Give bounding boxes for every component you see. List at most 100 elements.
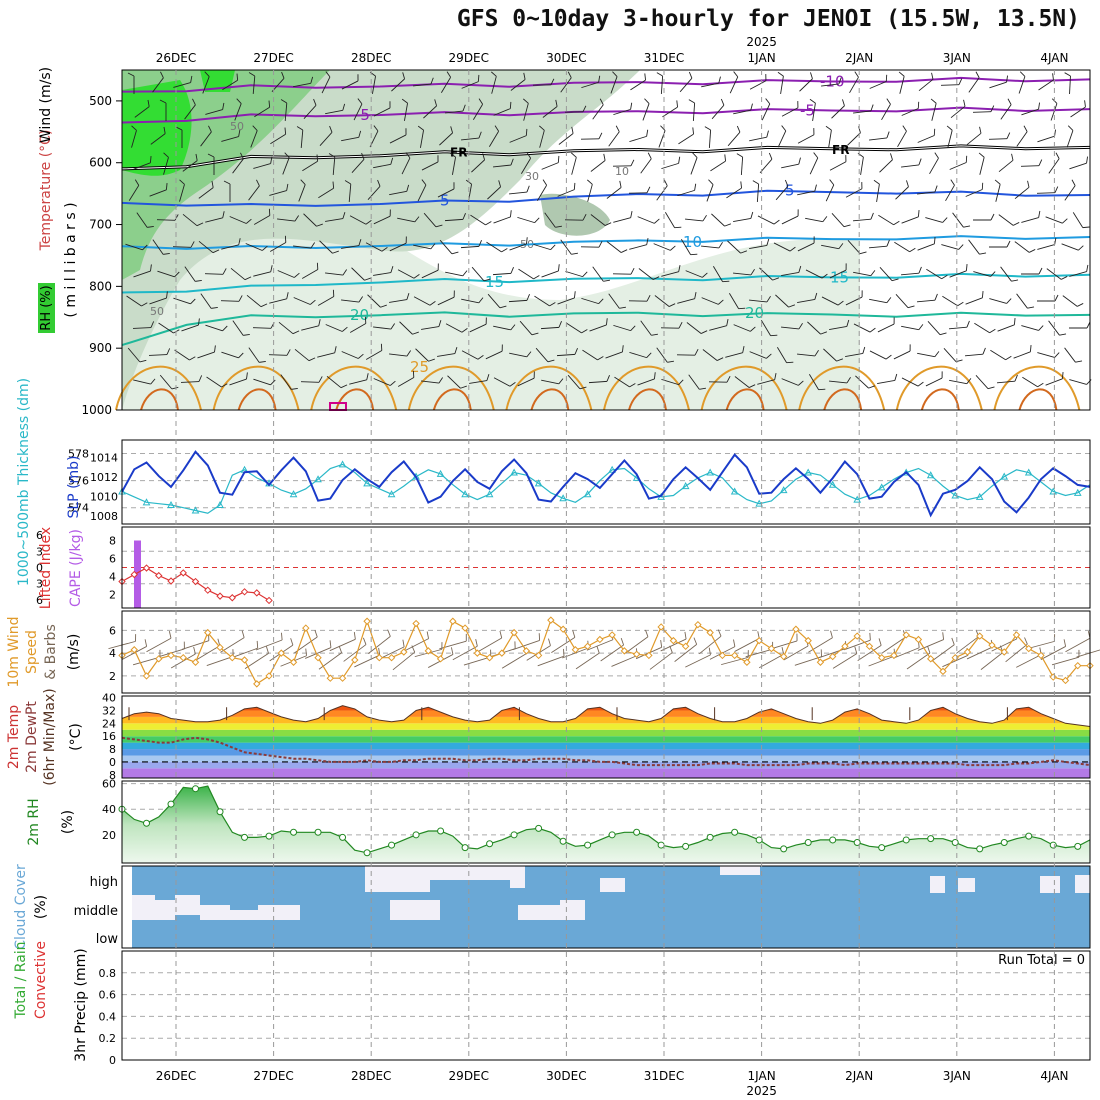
- y-tick-label: 1000: [81, 403, 112, 417]
- rh-marker: [437, 827, 445, 835]
- wind-speed-marker: [547, 616, 555, 624]
- y-tick-label: 900: [89, 341, 112, 355]
- wind-barb: [878, 214, 900, 226]
- wind-barb: [223, 180, 231, 202]
- wind-barb: [222, 73, 239, 91]
- wind-barb: [200, 293, 218, 309]
- wind-barb: [509, 185, 530, 195]
- wind-barb: [727, 240, 748, 254]
- wind-barb: [373, 101, 391, 117]
- wind-barb: [580, 241, 603, 248]
- clear-sky-gap: [230, 910, 258, 920]
- upper-air-frame: [121, 69, 1091, 411]
- wind-barb: [965, 291, 984, 305]
- lifted-index-marker: [265, 596, 273, 605]
- wind-barb: [873, 179, 880, 202]
- wind-barb: [588, 375, 610, 384]
- day-grid: 26DEC 26DEC 27DEC 27DEC 28DEC 28DEC 29DEC 29DEC…: [156, 35, 1069, 1098]
- wind-speed-marker: [583, 642, 592, 651]
- clear-sky-gap: [560, 900, 585, 920]
- clear-sky-gap: [200, 905, 230, 920]
- lifted-index-marker: [228, 594, 236, 602]
- isotherm-line: [121, 235, 1091, 250]
- wind-barb: [877, 317, 895, 333]
- wind-barb: [493, 324, 516, 331]
- wind-speed-marker: [265, 672, 273, 680]
- dewpoint-line: [121, 736, 1091, 767]
- isotherm-30: [725, 388, 765, 411]
- wind-barb: [847, 240, 867, 255]
- wind-barb: [733, 324, 756, 332]
- wind-barb: [941, 244, 964, 250]
- rh-legend-label: RH (%): [39, 285, 54, 330]
- wind-barb: [246, 294, 268, 308]
- wind-barb: [293, 76, 314, 88]
- isotherm-label: 15: [830, 268, 849, 286]
- wind-barb-10m: [146, 631, 172, 653]
- wind-barb: [519, 320, 539, 336]
- rh-marker: [461, 844, 469, 852]
- wind-barb: [509, 351, 532, 358]
- wind-barb: [781, 101, 799, 117]
- wind-barb: [590, 214, 612, 226]
- wind-barb: [917, 185, 938, 195]
- wind-barb: [373, 266, 394, 276]
- wind-barb: [389, 236, 407, 252]
- wind-barb: [344, 180, 352, 203]
- rh-marker: [314, 828, 322, 836]
- wind-barb: [901, 377, 924, 387]
- wind-barb: [605, 345, 624, 359]
- wind-barb: [760, 320, 778, 337]
- wind-barb-10m: [794, 649, 822, 666]
- wind-barb: [268, 349, 291, 356]
- wind-barb: [301, 319, 321, 331]
- wind-barb: [487, 180, 502, 200]
- date-label-top: 29DEC: [449, 51, 489, 65]
- wind-barb: [1000, 266, 1019, 282]
- year-label-bottom: 2025: [746, 1084, 777, 1098]
- rh-marker: [755, 836, 763, 844]
- lifted-tick-label: 3: [36, 578, 43, 591]
- wind-barb: [133, 378, 156, 385]
- rh-legend-swatch: [38, 283, 55, 333]
- clear-sky-gap: [258, 905, 300, 920]
- wind-barb-10m: [575, 646, 600, 670]
- wind-barb: [853, 104, 874, 114]
- wind-barb: [318, 181, 335, 199]
- isotherm-30: [432, 388, 472, 411]
- clear-sky-gap: [390, 900, 440, 920]
- temperature-tick-label: 8: [109, 743, 116, 756]
- wind-barb: [269, 235, 287, 252]
- rh-marker: [951, 839, 959, 846]
- thickness-marker: [387, 490, 396, 498]
- thickness-tick-label: 576: [68, 475, 89, 488]
- precip-tick-label: 0.8: [99, 967, 117, 980]
- wind-speed-marker: [338, 674, 347, 682]
- wind-barb: [654, 295, 676, 307]
- temperature-band: [122, 736, 1090, 743]
- thickness-marker: [142, 498, 151, 506]
- rh-contour-label: 50: [150, 305, 164, 318]
- wind-barb: [950, 99, 966, 119]
- wind-speed-marker: [510, 628, 518, 637]
- rh-tick-label: 40: [102, 803, 116, 816]
- wind-speed-marker: [351, 656, 359, 664]
- y-tick-label: 800: [89, 279, 112, 293]
- wind-barb: [726, 181, 742, 199]
- lifted-index-cape-panel-background: [122, 527, 1090, 608]
- run-total-label: Run Total = 0: [998, 953, 1085, 968]
- wind-barb: [656, 347, 674, 363]
- wind-barb: [966, 126, 982, 146]
- wind-barb: [540, 321, 562, 330]
- wind-speed-marker: [142, 672, 151, 680]
- rh-marker: [412, 831, 420, 839]
- wind-barb: [638, 268, 660, 280]
- wind-barb: [564, 105, 587, 113]
- wind-barb: [182, 153, 198, 172]
- wind-barb: [1048, 320, 1067, 336]
- wind-barb-10m: [537, 648, 565, 667]
- wind-barb: [248, 179, 260, 201]
- wind-barb: [949, 378, 972, 385]
- cape-tick-label: 2: [109, 589, 116, 602]
- isotherm-25: [700, 365, 788, 411]
